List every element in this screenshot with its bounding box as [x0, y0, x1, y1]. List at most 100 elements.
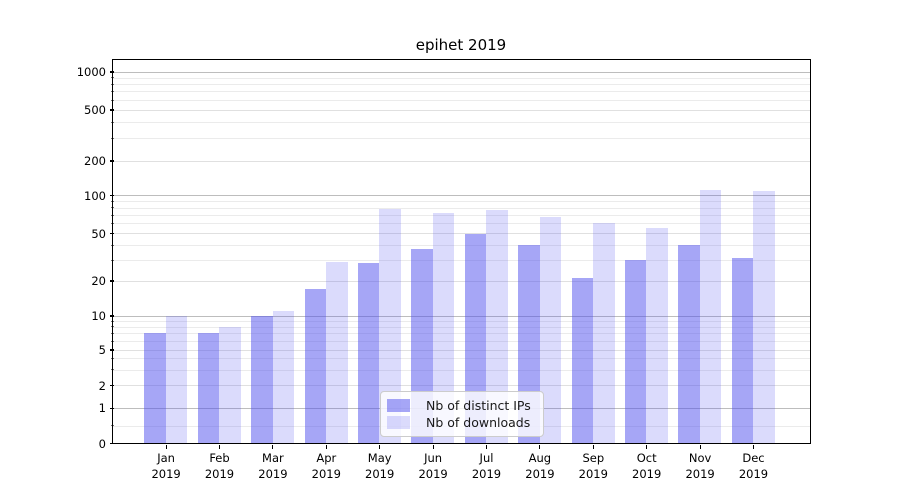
y-tick-label: 10: [91, 309, 106, 323]
y-minor-tick-mark: [111, 91, 114, 93]
gridline-minor: [113, 333, 810, 335]
legend-item: Nb of downloads: [387, 415, 535, 430]
bar-downloads-nov: [699, 189, 722, 444]
gridline: [113, 280, 810, 282]
y-minor-tick-mark: [111, 99, 114, 101]
legend-item: Nb of distinct IPs: [387, 398, 535, 413]
y-minor-tick-mark: [111, 223, 114, 225]
y-tick-mark: [109, 71, 114, 73]
gridline: [113, 349, 810, 351]
y-tick-label: 200: [84, 154, 106, 168]
y-tick-mark: [109, 194, 114, 197]
y-tick-label: 2: [98, 378, 106, 393]
gridline: [113, 385, 810, 387]
bar-downloads-jul: [486, 210, 508, 444]
bar-downloads-may: [379, 209, 401, 444]
y-tick-label: 500: [84, 103, 106, 117]
y-tick-label: 50: [91, 226, 106, 241]
y-minor-tick-mark: [111, 244, 114, 246]
x-tick-label-apr: Apr 2019: [311, 451, 341, 481]
gridline: [113, 109, 810, 111]
x-tick-label-aug: Aug 2019: [525, 451, 555, 481]
y-tick-label: 0: [98, 436, 106, 451]
x-tick-mark: [646, 444, 648, 449]
y-minor-tick-mark: [111, 320, 114, 322]
y-tick-label: 100: [84, 188, 106, 203]
gridline-minor: [113, 326, 810, 328]
gridline-minor: [113, 320, 810, 322]
gridline-minor: [113, 122, 810, 124]
y-tick-mark: [109, 349, 114, 351]
x-tick-mark: [752, 444, 755, 449]
bar-distinct-ips-jan: [144, 333, 166, 444]
y-minor-tick-mark: [111, 83, 114, 85]
x-tick-label-nov: Nov 2019: [685, 451, 715, 481]
y-tick-mark: [109, 384, 114, 387]
gridline-minor: [113, 138, 810, 140]
gridline-minor: [113, 201, 810, 203]
y-minor-tick-mark: [111, 358, 114, 360]
y-tick-mark: [109, 233, 114, 235]
bar-downloads-oct: [646, 228, 668, 444]
y-tick-mark: [109, 442, 114, 445]
gridline-minor: [113, 358, 810, 360]
gridline: [113, 160, 810, 162]
bar-downloads-apr: [326, 261, 348, 444]
y-tick-mark: [109, 280, 114, 282]
x-tick-mark: [272, 444, 274, 449]
bar-downloads-jan: [165, 315, 188, 444]
chart-title: epihet 2019: [415, 36, 507, 54]
legend-label-distinct-ips: Nb of distinct IPs: [426, 398, 531, 413]
y-minor-tick-mark: [111, 207, 114, 209]
plot-area: [112, 58, 811, 445]
gridline-minor: [113, 340, 810, 342]
y-minor-tick-mark: [111, 121, 114, 123]
bar-downloads-aug: [539, 217, 562, 444]
y-minor-tick-mark: [111, 259, 114, 261]
gridline-minor: [113, 77, 810, 79]
gridline-minor: [113, 84, 810, 86]
bar-downloads-dec: [753, 190, 775, 444]
gridline-minor: [113, 223, 810, 225]
bar-distinct-ips-apr: [304, 289, 327, 444]
y-tick-label: 5: [98, 343, 106, 357]
x-tick-mark: [325, 444, 327, 449]
x-tick-label-dec: Dec 2019: [738, 451, 769, 481]
x-tick-label-feb: Feb 2019: [204, 451, 235, 481]
bar-downloads-jun: [432, 213, 455, 444]
gridline-minor: [113, 91, 810, 93]
x-tick-mark: [432, 444, 434, 449]
x-tick-mark: [218, 444, 221, 449]
x-tick-mark: [485, 444, 488, 449]
gridline-minor: [113, 259, 810, 261]
x-tick-label-jul: Jul 2019: [471, 451, 502, 481]
x-tick-mark: [379, 444, 381, 449]
gridline-major: [113, 71, 810, 73]
y-tick-label: 1: [98, 401, 106, 416]
y-tick-label: 20: [91, 274, 106, 288]
gridline-major: [113, 315, 810, 317]
bar-distinct-ips-oct: [624, 259, 647, 444]
gridline-minor: [113, 369, 810, 371]
y-minor-tick-mark: [111, 200, 114, 202]
y-minor-tick-mark: [111, 77, 114, 79]
bar-distinct-ips-sep: [571, 278, 594, 444]
x-tick-mark: [592, 444, 594, 449]
gridline-minor: [113, 99, 810, 101]
gridline-minor: [113, 245, 810, 247]
y-minor-tick-mark: [111, 326, 114, 328]
x-tick-label-jan: Jan 2019: [151, 451, 181, 481]
x-tick-mark: [165, 444, 167, 449]
y-minor-tick-mark: [111, 369, 114, 371]
legend-label-downloads: Nb of downloads: [426, 415, 531, 430]
bar-distinct-ips-may: [357, 263, 380, 444]
x-tick-mark: [539, 444, 541, 449]
gridline-minor: [113, 214, 810, 216]
bar-distinct-ips-dec: [731, 258, 754, 444]
y-minor-tick-mark: [111, 332, 114, 334]
gridline: [113, 233, 810, 235]
bar-downloads-sep: [593, 222, 615, 444]
bar-downloads-feb: [219, 326, 241, 444]
x-tick-label-jun: Jun 2019: [418, 451, 448, 481]
